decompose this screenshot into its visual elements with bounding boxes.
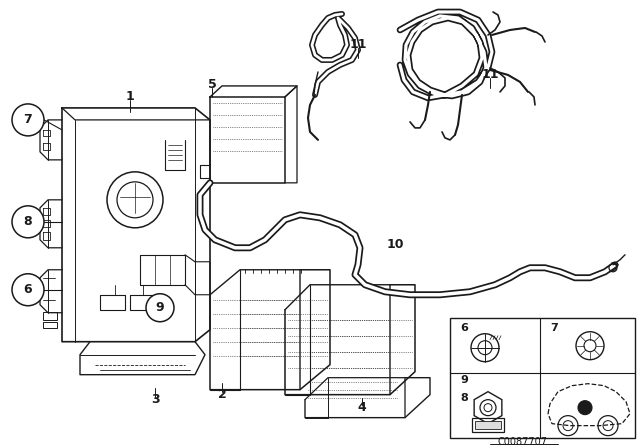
Text: 9: 9 xyxy=(156,301,164,314)
Text: 3: 3 xyxy=(150,393,159,406)
Text: 5: 5 xyxy=(207,78,216,91)
Text: 4: 4 xyxy=(358,401,366,414)
Text: 6: 6 xyxy=(460,323,468,333)
Circle shape xyxy=(12,206,44,238)
Text: 2: 2 xyxy=(218,388,227,401)
Text: 8: 8 xyxy=(460,392,468,403)
Text: C0087707: C0087707 xyxy=(498,437,548,447)
Circle shape xyxy=(146,294,174,322)
Text: 10: 10 xyxy=(387,238,404,251)
Text: 6: 6 xyxy=(24,283,32,296)
Text: 7: 7 xyxy=(550,323,557,333)
Text: 11: 11 xyxy=(481,69,499,82)
Text: 9: 9 xyxy=(460,375,468,385)
Text: 1: 1 xyxy=(125,90,134,103)
Circle shape xyxy=(578,401,592,415)
Bar xyxy=(475,421,501,429)
Bar xyxy=(43,312,57,320)
Text: 11: 11 xyxy=(349,39,367,52)
Circle shape xyxy=(12,274,44,306)
Bar xyxy=(43,322,57,328)
Bar xyxy=(472,418,504,431)
Text: 7: 7 xyxy=(24,113,33,126)
Circle shape xyxy=(12,104,44,136)
Bar xyxy=(450,318,635,438)
Text: 8: 8 xyxy=(24,215,32,228)
